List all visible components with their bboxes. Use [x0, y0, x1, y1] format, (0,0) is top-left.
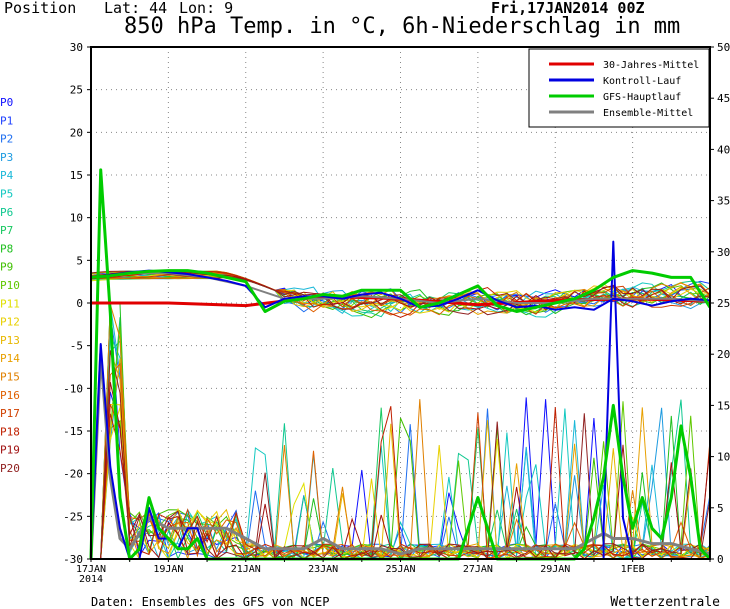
right-tick-label: 50	[717, 41, 730, 54]
legend-label: Ensemble-Mittel	[603, 108, 693, 119]
main-series-lines	[89, 168, 712, 561]
left-tick-label: -5	[70, 340, 83, 353]
member-precip-line	[91, 406, 711, 560]
left-tick-label: -15	[63, 425, 83, 438]
member-label-p19: P19	[0, 444, 20, 457]
x-year-label: 2014	[79, 574, 103, 585]
member-label-p1: P1	[0, 114, 13, 127]
left-axis: 30 25 20 15 10 5 0 -5 -10 -15 -20 -25 -30	[63, 41, 91, 566]
member-label-p9: P9	[0, 261, 13, 274]
right-tick-label: 40	[717, 143, 730, 156]
left-tick-label: 15	[70, 169, 83, 182]
member-label-p10: P10	[0, 279, 20, 292]
member-label-p14: P14	[0, 352, 20, 365]
right-tick-label: 0	[717, 553, 724, 566]
member-precip-line	[91, 358, 711, 560]
left-tick-label: 10	[70, 212, 83, 225]
member-label-p20: P20	[0, 462, 20, 475]
gfs-hauptlauf-line	[90, 269, 712, 313]
member-precip-line	[91, 350, 711, 561]
member-label-p15: P15	[0, 371, 20, 384]
x-tick-label: 27JAN	[463, 564, 493, 575]
member-label-p0: P0	[0, 96, 13, 109]
left-tick-label: 5	[76, 254, 83, 267]
x-tick-label: 19JAN	[153, 564, 183, 575]
member-label-p11: P11	[0, 297, 20, 310]
right-tick-label: 20	[717, 348, 730, 361]
legend-label: 30-Jahres-Mittel	[603, 60, 699, 71]
position-label: Position	[4, 0, 77, 17]
left-tick-label: 25	[70, 84, 83, 97]
right-tick-label: 30	[717, 246, 730, 259]
lat-label: Lat: 44	[104, 0, 168, 17]
right-tick-label: 5	[717, 502, 724, 515]
legend-label: Kontroll-Lauf	[603, 76, 681, 87]
footer-source: Daten: Ensembles des GFS von NCEP	[91, 595, 329, 609]
ensemble-mittel-niederschlag-line	[89, 352, 711, 560]
member-label-p18: P18	[0, 425, 20, 438]
lon-label: Lon: 9	[179, 0, 234, 17]
member-label-p2: P2	[0, 133, 13, 146]
kontroll-lauf-line	[90, 269, 711, 311]
left-tick-label: 0	[76, 297, 83, 310]
x-tick-label: 1FEB	[621, 564, 645, 575]
member-label-p17: P17	[0, 407, 20, 420]
member-temp-line	[90, 273, 711, 309]
member-label-p6: P6	[0, 206, 13, 219]
x-tick-label: 23JAN	[308, 564, 338, 575]
member-label-list: P0 P1 P2 P3 P4 P5 P6 P7 P8 P9 P10 P11 P12 P13 P14 P15 P1…	[0, 96, 20, 475]
run-timestamp: Fri,17JAN2014 00Z	[491, 0, 645, 17]
right-tick-label: 45	[717, 92, 730, 105]
member-label-p12: P12	[0, 316, 20, 329]
left-tick-label: 20	[70, 126, 83, 139]
left-tick-label: -25	[63, 510, 83, 523]
footer-brand: Wetterzentrale	[610, 595, 720, 609]
member-label-p8: P8	[0, 242, 13, 255]
x-axis: 17JAN 19JAN 21JAN 23JAN 25JAN 27JAN 29JAN 1FEB 2…	[76, 559, 711, 585]
member-label-p4: P4	[0, 169, 14, 182]
ensemble-member-lines	[90, 270, 711, 561]
left-tick-label: 30	[70, 41, 83, 54]
member-label-p3: P3	[0, 151, 13, 164]
right-tick-label: 10	[717, 451, 730, 464]
left-tick-label: -10	[63, 382, 83, 395]
member-temp-line	[90, 273, 711, 314]
chart-title: 850 hPa Temp. in °C, 6h-Niederschlag in …	[124, 14, 681, 39]
right-tick-label: 25	[717, 297, 730, 310]
right-tick-label: 35	[717, 195, 730, 208]
x-tick-label: 29JAN	[540, 564, 570, 575]
member-label-p7: P7	[0, 224, 13, 237]
left-tick-label: -30	[63, 553, 83, 566]
x-tick-label: 25JAN	[385, 564, 415, 575]
legend-label: GFS-Hauptlauf	[603, 92, 681, 103]
member-label-p16: P16	[0, 389, 20, 402]
legend: 30-Jahres-Mittel Kontroll-Lauf GFS-Hauptla…	[528, 48, 710, 128]
member-label-p13: P13	[0, 334, 20, 347]
member-precip-line	[91, 309, 711, 560]
left-tick-label: -20	[63, 468, 83, 481]
member-label-p5: P5	[0, 188, 13, 201]
right-tick-label: 15	[717, 399, 730, 412]
legend-box	[528, 48, 710, 128]
x-tick-label: 17JAN	[76, 564, 106, 575]
x-tick-label: 21JAN	[231, 564, 261, 575]
